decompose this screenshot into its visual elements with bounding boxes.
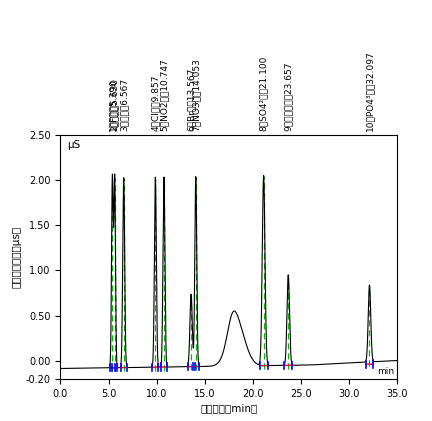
Text: 4－Cl－－9.857: 4－Cl－－9.857 <box>151 74 160 131</box>
Text: 6－Br－－13.567: 6－Br－－13.567 <box>187 67 196 131</box>
Text: 3－褷酸－6.567: 3－褷酸－6.567 <box>119 77 128 131</box>
Text: 1－F－－5.390: 1－F－－5.390 <box>108 77 117 131</box>
Text: min: min <box>377 368 394 376</box>
Text: 5－NO2－－10.747: 5－NO2－－10.747 <box>159 58 168 131</box>
Text: 10－PO4³－－32.097: 10－PO4³－－32.097 <box>365 50 374 131</box>
Text: μS: μS <box>67 140 80 149</box>
X-axis label: 保持時間［min］: 保持時間［min］ <box>200 403 257 413</box>
Text: 7－NO3－－14.053: 7－NO3－－14.053 <box>191 58 200 131</box>
Text: 9－シュウ酸－23.657: 9－シュウ酸－23.657 <box>284 61 293 131</box>
Text: 8－SO4²－－21.100: 8－SO4²－－21.100 <box>259 55 268 131</box>
Text: 2－酢酸－5.630: 2－酢酸－5.630 <box>110 77 119 131</box>
Y-axis label: 電気伝導度　［μs］: 電気伝導度 ［μs］ <box>12 226 22 288</box>
